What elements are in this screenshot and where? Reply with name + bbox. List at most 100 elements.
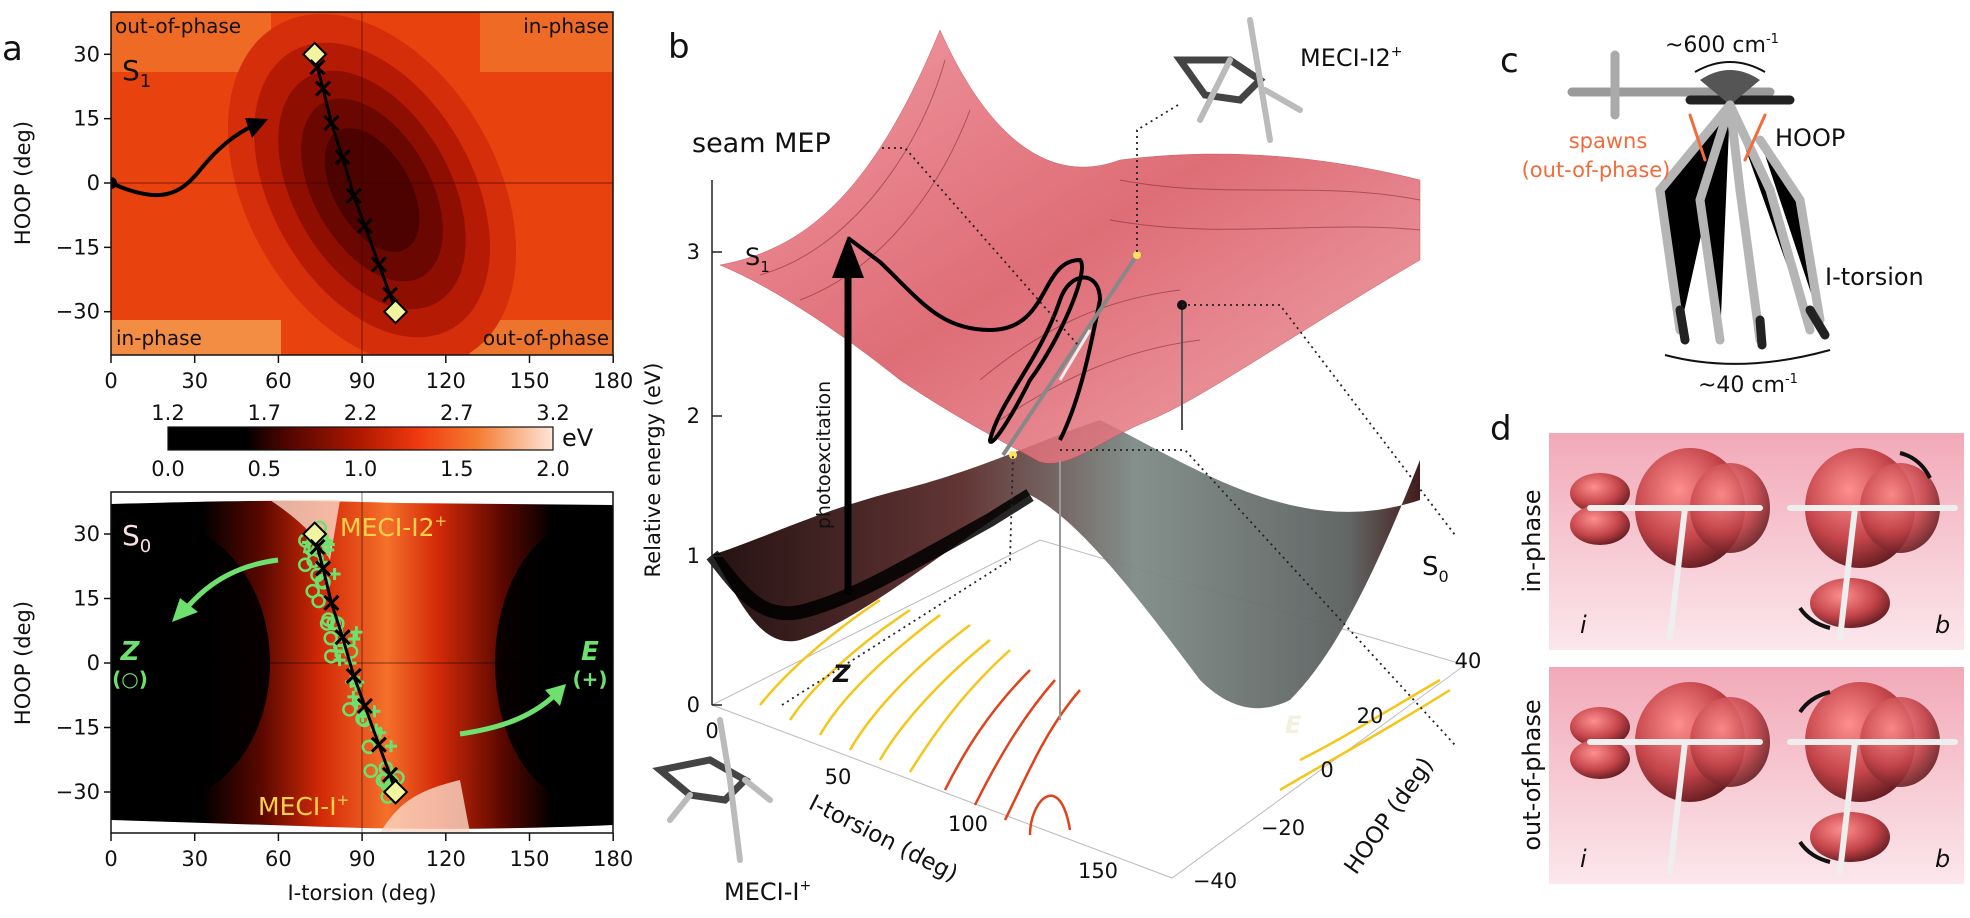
molecule-rods xyxy=(1787,739,1958,875)
meci-i-label: MECI-I+ xyxy=(724,878,811,906)
corner-label-top-left: out-of-phase xyxy=(115,14,241,38)
colorbar-bottom-tick: 1.0 xyxy=(344,457,377,481)
trajectory-curve xyxy=(846,236,1103,444)
x-marker xyxy=(370,736,387,753)
x-tick-label: 120 xyxy=(426,847,466,871)
z-spawn-marker xyxy=(326,615,341,631)
torsion-frequency: ~40 cm-1 xyxy=(1698,372,1798,398)
torsion-ticks: 0 50 100 150 xyxy=(705,719,1118,883)
orbital-lobe xyxy=(1570,473,1630,513)
top-y-ticks: 30 15 0 −15 −30 xyxy=(56,42,111,324)
z-spawn-marker xyxy=(342,702,357,717)
orbital-lobe xyxy=(1570,707,1630,747)
orbital-state-label-b: b xyxy=(1935,611,1950,639)
meci-diamond-marker xyxy=(382,298,409,325)
panel-d-label: d xyxy=(1490,409,1512,449)
energy-axis-label: Relative energy (eV) xyxy=(641,363,665,578)
y-tick-label: −30 xyxy=(56,300,100,324)
hoop-ticks: −40 −20 0 20 40 xyxy=(1193,649,1482,893)
s1-state-label: S1 xyxy=(122,54,151,92)
y-tick-label: 0 xyxy=(87,171,100,195)
orbital-state-label-i: i xyxy=(1580,845,1587,873)
seam-mep-markers xyxy=(301,41,409,325)
x-tick-label: 150 xyxy=(509,847,549,871)
x-tick-label: 90 xyxy=(349,847,376,871)
bottom-x-ticks: 0 30 60 90 120 150 180 xyxy=(104,833,633,871)
x-tick-label: 60 xyxy=(265,369,292,393)
arrowhead-icon xyxy=(545,684,566,706)
z-spawn-marker xyxy=(319,616,335,631)
y-tick-label: 0 xyxy=(87,651,100,675)
hoop-tick-label: 40 xyxy=(1455,649,1482,673)
e-isomer-label: E xyxy=(1285,711,1302,739)
y-tick-label: 15 xyxy=(73,107,100,131)
torsion-tick-label: 100 xyxy=(948,812,988,836)
x-marker xyxy=(314,80,332,97)
x-marker xyxy=(370,256,387,273)
hoop-frequency: ~600 cm-1 xyxy=(1665,32,1779,58)
orbital-row-label: in-phase xyxy=(1518,490,1546,593)
colorbar-top-tick: 2.7 xyxy=(440,401,473,425)
bottom-y-ticks: 30 15 0 −15 −30 xyxy=(56,522,111,804)
torsion-tick-label: 150 xyxy=(1078,859,1118,883)
colorbar-unit: eV xyxy=(562,424,594,452)
meci-i2-molecule xyxy=(1173,17,1303,143)
hoop-tick-label: 20 xyxy=(1357,704,1384,728)
colorbar-top-tick: 1.7 xyxy=(248,401,281,425)
s0-contour-map xyxy=(111,492,613,833)
s0-surface xyxy=(712,420,1420,709)
meci-i2-point xyxy=(1133,251,1141,259)
molecule-rods xyxy=(1587,505,1763,641)
y-tick-label: 30 xyxy=(73,522,100,546)
s1-surface-label: S1 xyxy=(745,243,770,276)
hoop-label: HOOP xyxy=(1775,124,1845,152)
colorbar-top-tick: 3.2 xyxy=(536,401,569,425)
colorbar-top-tick: 1.2 xyxy=(151,401,184,425)
hoop-itorsion-molecule xyxy=(1567,50,1830,350)
x-marker xyxy=(309,59,326,76)
x-marker xyxy=(314,560,332,577)
z-spawn-marker xyxy=(363,763,378,779)
y-tick-label: −15 xyxy=(56,716,100,740)
y-tick-label: −30 xyxy=(56,780,100,804)
x-tick-label: 30 xyxy=(181,369,208,393)
energy-tick-label: 0 xyxy=(687,693,700,717)
x-marker xyxy=(323,114,340,132)
x-tick-label: 0 xyxy=(104,847,117,871)
z-isomer-label: Z xyxy=(120,637,141,667)
x-tick-label: 60 xyxy=(265,847,292,871)
orbital-panels: in-phase i b out-of-phase i b xyxy=(1518,433,1964,884)
seam-mep-label: seam MEP xyxy=(692,128,831,159)
z-spawn-marker xyxy=(323,630,338,646)
meci-i2-label: MECI-I2+ xyxy=(340,512,447,542)
molecule-rods xyxy=(1787,505,1958,641)
e-marker-legend: (+) xyxy=(572,667,607,691)
seam-mep-line xyxy=(313,53,398,313)
meci-i2-label: MECI-I2+ xyxy=(1300,44,1402,72)
rotation-arrow-icon xyxy=(1798,690,1831,714)
x-marker xyxy=(345,667,362,684)
top-x-ticks: 0 30 60 90 120 150 180 xyxy=(104,355,633,393)
z-isomer-label: Z xyxy=(832,660,851,688)
y-tick-label: 30 xyxy=(73,42,100,66)
energy-tick-label: 3 xyxy=(687,240,700,264)
orbital-lobe xyxy=(1570,505,1630,545)
e-spawn-marker xyxy=(347,690,360,703)
x-marker xyxy=(381,766,399,783)
itorsion-label: I-torsion xyxy=(1825,263,1924,291)
x-tick-label: 180 xyxy=(593,369,633,393)
seam-mep-line xyxy=(313,533,398,793)
colorbar-bottom-tick: 2.0 xyxy=(536,457,569,481)
meci-diamond-marker xyxy=(382,779,409,805)
z-spawn-marker xyxy=(343,644,359,659)
panel-c-label: c xyxy=(1500,41,1519,81)
spawns-label: spawns xyxy=(1569,129,1648,153)
colorbar-top-tick: 2.2 xyxy=(344,401,377,425)
bottom-y-axis-label: HOOP (deg) xyxy=(11,601,35,725)
x-tick-label: 150 xyxy=(509,369,549,393)
seam-highlight xyxy=(1058,329,1092,381)
meci-i-point xyxy=(1009,451,1017,459)
bottom-x-axis-label: I-torsion (deg) xyxy=(287,881,436,905)
energy-tick-label: 2 xyxy=(687,404,700,428)
